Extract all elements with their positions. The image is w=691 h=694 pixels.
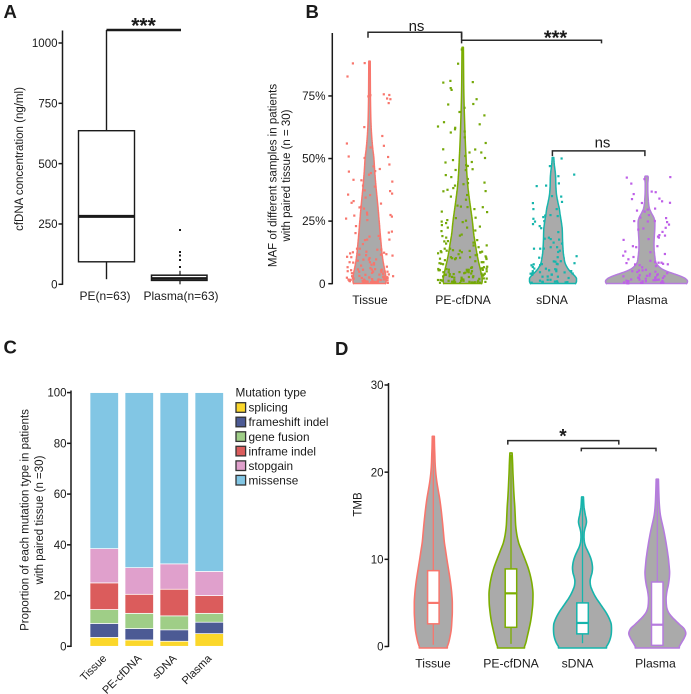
svg-text:TMB: TMB [353, 492, 365, 517]
svg-text:0: 0 [377, 642, 383, 654]
svg-text:Plasma: Plasma [635, 657, 676, 671]
svg-text:A: A [4, 1, 17, 22]
svg-text:stopgain: stopgain [249, 459, 294, 473]
svg-text:PE-cfDNA: PE-cfDNA [483, 657, 539, 671]
svg-text:Mutation type: Mutation type [236, 386, 307, 400]
svg-text:*: * [559, 426, 567, 447]
svg-text:ns: ns [595, 135, 611, 152]
svg-text:1000: 1000 [32, 38, 58, 50]
svg-text:Proportion of each mutation ty: Proportion of each mutation type in pati… [20, 409, 32, 631]
svg-text:Plasma(n=63): Plasma(n=63) [143, 289, 218, 303]
svg-text:***: *** [131, 15, 156, 38]
svg-text:with paired tissue (n =30): with paired tissue (n =30) [34, 455, 46, 585]
svg-text:D: D [335, 338, 348, 359]
svg-text:cfDNA concentration (ng/ml): cfDNA concentration (ng/ml) [14, 87, 26, 231]
svg-text:50%: 50% [302, 153, 325, 166]
svg-text:100: 100 [47, 388, 66, 400]
svg-text:Plasma: Plasma [627, 293, 668, 307]
svg-text:PE(n=63): PE(n=63) [79, 289, 130, 303]
svg-text:0: 0 [60, 641, 66, 653]
svg-text:B: B [306, 1, 319, 22]
svg-text:60: 60 [54, 489, 67, 501]
svg-text:75%: 75% [302, 90, 325, 103]
svg-text:30: 30 [371, 380, 384, 392]
svg-text:MAF of different samples in pa: MAF of different samples in patients [268, 84, 280, 267]
svg-text:sDNA: sDNA [536, 293, 569, 307]
svg-text:with paired tissue (n = 30): with paired tissue (n = 30) [281, 109, 293, 242]
svg-text:40: 40 [54, 540, 67, 552]
svg-text:Tissue: Tissue [415, 657, 451, 671]
svg-text:20: 20 [371, 467, 384, 479]
svg-text:80: 80 [54, 438, 67, 450]
svg-text:frameshift indel: frameshift indel [249, 415, 329, 429]
svg-text:0: 0 [51, 279, 57, 291]
svg-text:missense: missense [249, 473, 299, 487]
svg-text:***: *** [544, 27, 568, 49]
svg-text:ns: ns [409, 18, 425, 35]
svg-text:PE-cfDNA: PE-cfDNA [435, 293, 491, 307]
svg-text:750: 750 [38, 98, 57, 110]
svg-text:25%: 25% [302, 215, 325, 228]
svg-text:inframe indel: inframe indel [249, 444, 317, 458]
svg-text:10: 10 [371, 554, 384, 566]
svg-text:Tissue: Tissue [352, 293, 388, 307]
svg-text:250: 250 [38, 219, 57, 231]
svg-text:splicing: splicing [249, 401, 288, 415]
svg-text:500: 500 [38, 159, 57, 171]
svg-text:0: 0 [319, 278, 326, 291]
svg-text:C: C [4, 337, 17, 358]
svg-text:sDNA: sDNA [562, 657, 595, 671]
svg-text:gene fusion: gene fusion [249, 430, 310, 444]
svg-text:20: 20 [54, 591, 67, 603]
